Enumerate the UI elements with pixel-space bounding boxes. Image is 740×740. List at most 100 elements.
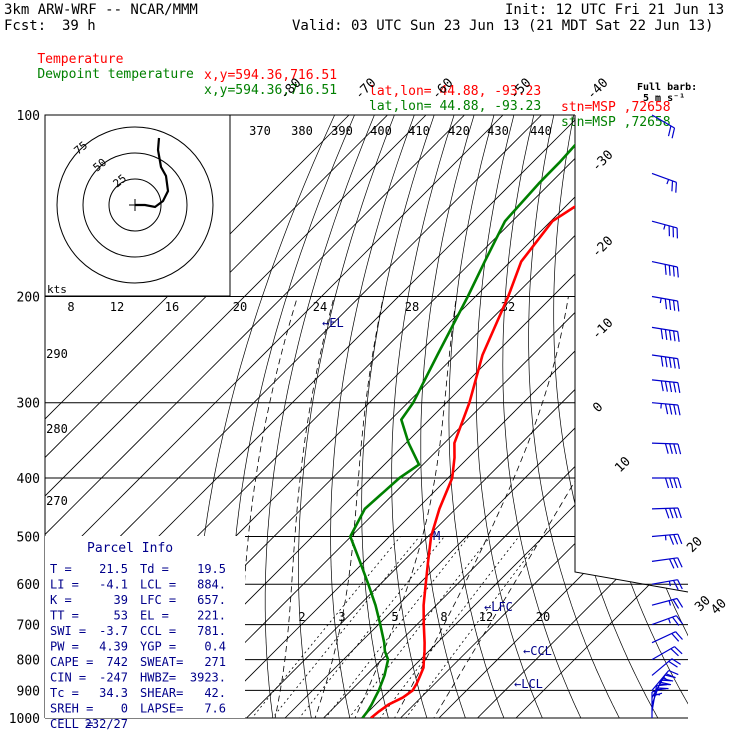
mixing-ratio-label: 20	[233, 300, 247, 314]
wind-barb-half-flag	[663, 224, 666, 230]
wind-barb-flag	[668, 558, 675, 569]
parcel-info-label: TT =	[50, 609, 79, 623]
parcel-info-label: Td =	[140, 562, 169, 576]
parcel-info-label: LI =	[50, 578, 79, 592]
mixing-ratio-lower-label: 20	[536, 610, 550, 624]
dry-adiabat-line	[528, 115, 627, 718]
wind-barb-flag	[660, 356, 664, 367]
isotherm-line	[464, 115, 688, 718]
parcel-info-value: 0	[121, 702, 128, 716]
parcel-info-value: 221.	[197, 609, 226, 623]
parcel-info-value: 657.	[197, 593, 226, 607]
dry-adiabat-line	[420, 115, 475, 718]
parcel-info-value: 21.5	[99, 562, 128, 576]
wind-barb-staff	[651, 379, 678, 384]
wind-barb-flag	[677, 533, 683, 545]
wind-barb-flag	[657, 687, 669, 690]
parcel-info-value: 3923.	[190, 671, 226, 685]
profile-line	[370, 115, 651, 718]
wind-barb	[651, 295, 680, 312]
wind-barb-staff	[651, 114, 675, 129]
theta-tick-label: 270	[46, 494, 68, 508]
level-marker-label: ←LCL	[514, 677, 543, 691]
parcel-info-value: 34.3	[99, 686, 128, 700]
dry-adiabat-line	[624, 115, 688, 718]
dry-adiabat-line	[577, 115, 688, 718]
parcel-info-value: 4.39	[99, 640, 128, 654]
mixing-ratio-lower-label: 2	[298, 610, 305, 624]
parcel-info-value: 781.	[197, 624, 226, 638]
parcel-info-label: EL =	[140, 609, 169, 623]
wind-barb-flag	[664, 264, 667, 275]
wind-barb	[651, 579, 683, 590]
isotherm-line	[45, 115, 465, 718]
wind-barb-staff	[651, 674, 666, 698]
mixing-ratio-line	[241, 536, 401, 718]
wind-barb-half-flag	[666, 179, 670, 185]
wind-barb-flag	[673, 534, 679, 545]
wind-barb	[651, 354, 680, 369]
wind-barb-flag	[677, 579, 683, 590]
wind-barb-flag	[672, 599, 680, 609]
wind-barb-staff	[651, 295, 678, 302]
parcel-info-value: 19.5	[197, 562, 226, 576]
wind-barb-flag	[669, 404, 673, 415]
moist-adiabat-line	[348, 296, 457, 718]
wind-barb-staff	[651, 261, 678, 268]
theta-tick-label: 410	[408, 124, 430, 138]
wind-barb	[651, 615, 684, 626]
theta-tick-label: 440	[530, 124, 552, 138]
moist-adiabat-line	[233, 296, 298, 718]
parcel-info-value: 0.4	[204, 640, 226, 654]
wind-barb-staff	[651, 402, 678, 406]
isotherm-line	[271, 115, 688, 718]
parcel-info-title: Parcel Info	[87, 541, 173, 556]
wind-barb-half-flag	[668, 600, 671, 606]
model-title: 3km ARW-WRF -- NCAR/MMM	[4, 2, 198, 18]
dewpoint-legend-xy: x,y=594.36,716.51	[204, 83, 338, 98]
wind-barb-flag	[664, 477, 670, 489]
wind-barb-staff	[651, 670, 670, 691]
wind-barb-staff	[651, 326, 678, 333]
temperature-legend-station: stn=MSP ,72658	[561, 100, 671, 115]
parcel-info-value: -247	[99, 671, 128, 685]
temperature-tick-label: 20	[684, 534, 706, 556]
mixing-ratio-line	[338, 536, 491, 718]
parcel-info-box: Parcel Info T = 21.5 Td = 19.5 LI = -4.1 LCL = 8…	[45, 536, 245, 731]
valid-time: Valid: 03 UTC Sun 23 Jun 13 (21 MDT Sat …	[292, 18, 714, 34]
pressure-tick-label: 500	[17, 530, 40, 545]
parcel-info-value: 42.	[204, 686, 226, 700]
mixing-ratio-line	[288, 536, 445, 718]
theta-tick-label: 280	[46, 422, 68, 436]
dry-adiabat-line	[691, 115, 740, 731]
moist-adiabat-line	[310, 296, 384, 718]
wind-barb-flag	[675, 615, 684, 625]
wind-barb-flag	[677, 443, 682, 455]
wind-barb-flag	[668, 299, 672, 310]
wind-barb-flag	[677, 557, 683, 568]
barb-legend-value: 5 m s⁻¹	[643, 93, 686, 104]
parcel-info-label: Tc =	[50, 686, 79, 700]
wind-barb-flag	[668, 669, 679, 676]
moist-adiabat-line	[425, 296, 680, 718]
wind-barb-flag	[677, 477, 682, 489]
isotherm-line	[233, 115, 688, 718]
temperature-tick-label: -70	[352, 76, 379, 103]
pressure-tick-label: 900	[17, 684, 40, 699]
parcel-info-value: -4.1	[99, 578, 128, 592]
parcel-info-value: 39	[114, 593, 128, 607]
parcel-info-value: 271	[204, 655, 226, 669]
wind-barb-flag	[671, 180, 674, 192]
mixing-ratio-label: 8	[67, 300, 74, 314]
wind-barb	[651, 658, 681, 676]
wind-barb-flag	[673, 330, 676, 342]
mixing-ratio-lower-label: 8	[440, 610, 447, 624]
wind-barb-flag	[677, 300, 680, 312]
level-marker-label: ←EL	[322, 316, 344, 330]
wind-barb-flag	[676, 266, 679, 278]
temperature-tick-label: 0	[590, 400, 606, 416]
dry-adiabat-line	[298, 115, 395, 718]
temperature-tick-label: -30	[589, 148, 616, 175]
